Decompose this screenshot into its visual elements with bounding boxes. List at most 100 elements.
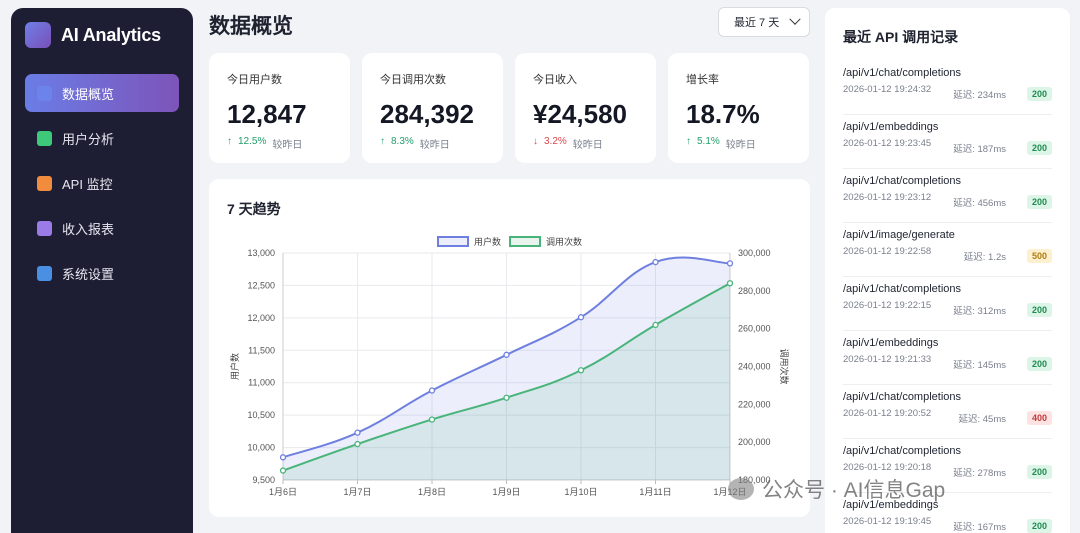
api-meta: 2026-01-12 19:23:45 [843,138,1052,149]
api-latency-value: 1.2s [988,252,1006,263]
api-log-row[interactable]: /api/v1/embeddings 2026-01-12 19:21:33 延迟:… [843,331,1052,385]
api-time: 2026-01-12 19:24:32 [843,84,932,95]
api-log-row[interactable]: /api/v1/chat/completions 2026-01-12 19:24… [843,61,1052,115]
data-point[interactable] [503,394,510,401]
sidebar-item-label: 数据概览 [62,86,115,102]
stat-label: 今日用户数 [227,74,282,86]
brand[interactable]: AI Analytics [25,22,179,48]
stat-change-value: 3.2% [544,136,567,147]
api-log-row[interactable]: /api/v1/chat/completions 2026-01-12 19:22… [843,277,1052,331]
api-latency-value: 45ms [982,414,1006,425]
api-log-row[interactable]: /api/v1/chat/completions 2026-01-12 19:20… [843,439,1052,493]
legend-swatch[interactable] [509,236,541,247]
api-log-row[interactable]: /api/v1/image/generate 2026-01-12 19:22:5… [843,223,1052,277]
api-latency-prefix: 延迟: [953,198,978,209]
y-right-tick: 300,000 [738,248,771,258]
api-latency-prefix: 延迟: [953,468,978,479]
api-latency-value: 312ms [977,306,1006,317]
data-point[interactable] [577,367,585,374]
api-path: /api/v1/chat/completions [843,283,962,295]
x-tick-label: 1月6日 [269,487,297,497]
y-right-tick: 180,000 [738,475,771,485]
stat-card: 今日收入 ¥24,580 ↓ 3.2% 较昨日 [515,53,656,163]
api-time: 2026-01-12 19:20:52 [843,408,932,419]
date-range-select[interactable]: 最近 7 天 [718,7,810,37]
api-latency: 延迟: 145ms [953,357,1006,371]
stat-value: 284,392 [380,99,474,129]
api-latency: 延迟: 187ms [953,141,1006,155]
data-point[interactable] [428,416,436,423]
trend-arrow-icon: ↑ [686,136,691,147]
data-point[interactable] [726,280,734,287]
legend-swatch[interactable] [437,236,469,247]
trend-chart-card: 7 天趋势 9,500 10,000 10,500 11,000 11,500 12,00… [209,179,810,517]
api-latency: 延迟: 278ms [953,465,1006,479]
api-time: 2026-01-12 19:23:12 [843,192,932,203]
api-meta: 2026-01-12 19:20:18 [843,462,1052,473]
api-log-row[interactable]: /api/v1/embeddings 2026-01-12 19:19:45 延迟:… [843,493,1052,533]
api-log-row[interactable]: /api/v1/chat/completions 2026-01-12 19:20… [843,385,1052,439]
trend-arrow-icon: ↓ [533,136,538,147]
api-latency: 延迟: 1.2s [964,249,1006,263]
data-point[interactable] [279,467,287,474]
data-point[interactable] [726,260,734,267]
sidebar-item-1[interactable]: 用户分析 [25,119,179,157]
api-latency-value: 167ms [977,522,1006,533]
sidebar-item-0[interactable]: 数据概览 [25,74,179,112]
stat-change-value: 12.5% [238,136,267,147]
stat-value: 18.7% [686,99,760,129]
sidebar-item-3[interactable]: 收入报表 [25,209,179,247]
api-latency-value: 145ms [977,360,1006,371]
stat-card: 今日调用次数 284,392 ↑ 8.3% 较昨日 [362,53,503,163]
api-time: 2026-01-12 19:20:18 [843,462,932,473]
stat-value: 12,847 [227,99,307,129]
stat-change-value: 8.3% [391,136,414,147]
data-point[interactable] [279,454,287,461]
api-time: 2026-01-12 19:19:45 [843,516,932,527]
sidebar-item-2[interactable]: API 监控 [25,164,179,202]
api-meta: 2026-01-12 19:19:45 [843,516,1052,527]
page-title: 数据概览 [209,15,293,38]
brand-name: AI Analytics [61,24,161,45]
status-badge: 200 [1026,303,1052,317]
stat-label: 今日收入 [533,74,577,86]
y-right-tick: 240,000 [738,362,771,372]
data-point[interactable] [428,387,436,394]
stat-label: 今日调用次数 [380,74,446,86]
api-path: /api/v1/embeddings [843,499,939,511]
x-tick-label: 1月7日 [343,487,371,497]
api-path: /api/v1/chat/completions [843,67,962,79]
y-right-tick: 200,000 [738,437,771,447]
sidebar-item-label: API 监控 [62,176,113,192]
stat-card: 今日用户数 12,847 ↑ 12.5% 较昨日 [209,53,350,163]
api-path: /api/v1/chat/completions [843,391,962,403]
api-path: /api/v1/embeddings [843,121,939,133]
y-left-tick: 13,000 [247,248,275,258]
api-latency: 延迟: 167ms [953,519,1006,533]
api-path: /api/v1/chat/completions [843,445,962,457]
data-point[interactable] [354,440,361,448]
api-log-panel: 最近 API 调用记录 /api/v1/chat/completions 2026… [825,8,1070,533]
api-latency-prefix: 延迟: [963,252,989,263]
y-left-tick: 11,000 [248,378,275,388]
data-point[interactable] [503,351,510,358]
api-time: 2026-01-12 19:23:45 [843,138,932,149]
api-latency-value: 278ms [977,468,1006,479]
api-path: /api/v1/embeddings [843,337,939,349]
api-log-row[interactable]: /api/v1/chat/completions 2026-01-12 19:23… [843,169,1052,223]
data-point[interactable] [652,321,659,329]
nav-square-icon [37,175,52,191]
data-point[interactable] [577,314,585,321]
date-range-value: 最近 7 天 [734,17,780,29]
api-time: 2026-01-12 19:21:33 [843,354,932,365]
status-badge: 200 [1026,141,1052,155]
sidebar-item-4[interactable]: 系统设置 [25,254,179,292]
data-point[interactable] [354,429,361,436]
data-point[interactable] [652,258,659,266]
y-right-tick: 280,000 [738,286,771,296]
y-left-tick: 11,500 [248,345,275,355]
api-time: 2026-01-12 19:22:15 [843,300,932,311]
nav-square-icon [37,130,52,146]
api-log-row[interactable]: /api/v1/embeddings 2026-01-12 19:23:45 延迟:… [843,115,1052,169]
api-log-title: 最近 API 调用记录 [843,29,959,45]
